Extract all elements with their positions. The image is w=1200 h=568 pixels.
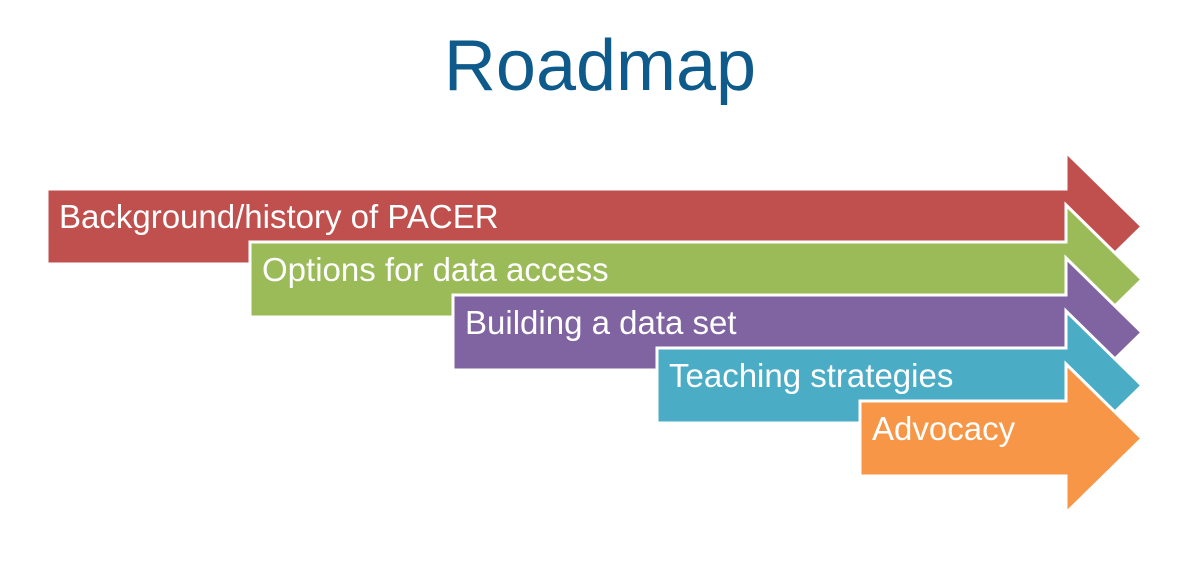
roadmap-arrow-shape (858, 360, 1145, 517)
roadmap-arrow-label: Teaching strategies (669, 357, 953, 394)
arrows-layer: Background/history of PACER Options for d… (45, 148, 1145, 517)
roadmap-arrow-5: Advocacy (858, 360, 1145, 517)
page-title: Roadmap (443, 26, 757, 106)
roadmap-arrow-label: Building a data set (465, 304, 737, 341)
roadmap-arrow-label: Background/history of PACER (59, 198, 499, 235)
roadmap-arrow-label: Advocacy (872, 410, 1016, 447)
roadmap-arrow-label: Options for data access (262, 251, 609, 288)
